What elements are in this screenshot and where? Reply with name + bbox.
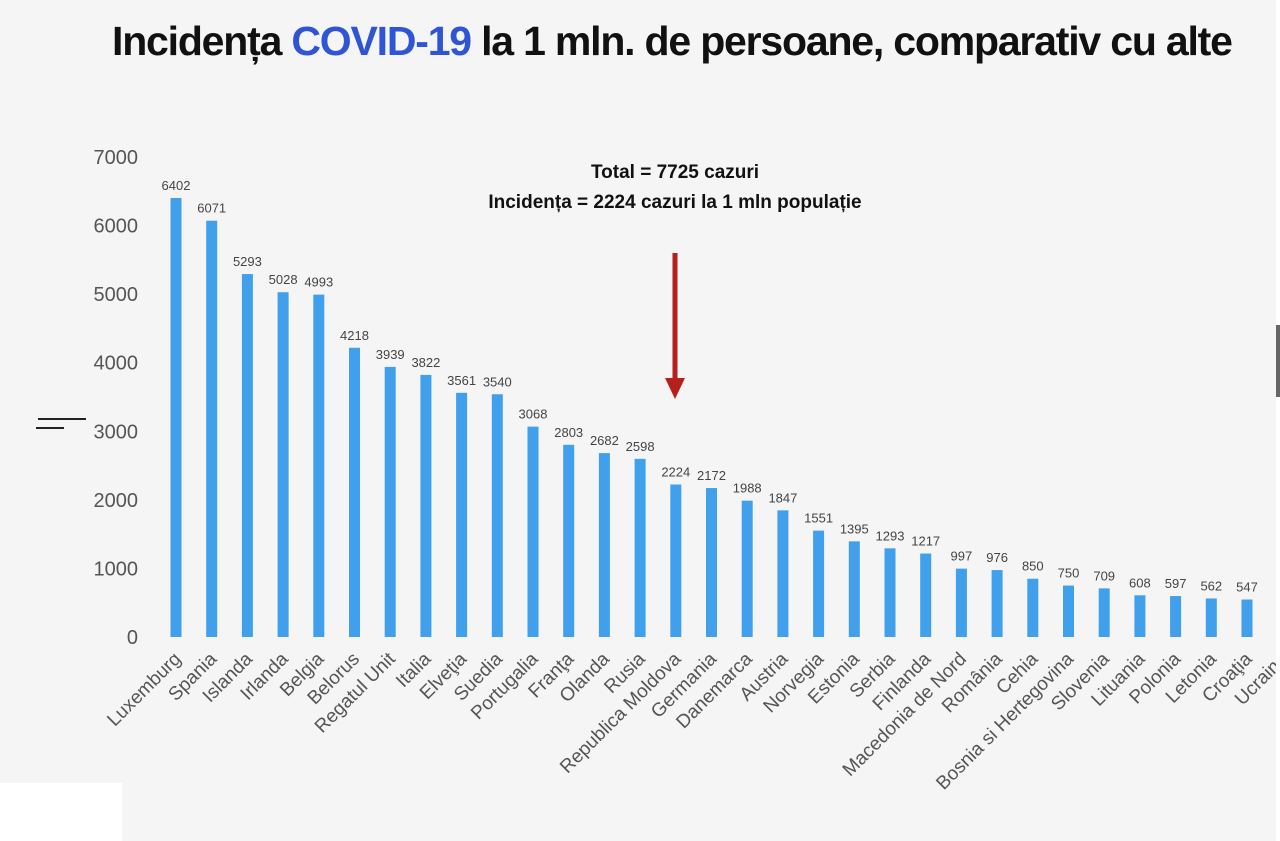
title-highlight: COVID-19	[291, 18, 472, 64]
y-tick-label: 2000	[94, 490, 139, 512]
bar	[349, 347, 360, 637]
bar	[277, 292, 289, 637]
title-prefix: Incidența	[112, 18, 282, 64]
data-label: 1395	[840, 521, 869, 536]
y-tick-label: 4000	[94, 353, 139, 375]
y-axis-ticks: 0 1000 2000 3000 4000 5000 6000 7000	[94, 147, 139, 649]
bar	[777, 510, 789, 637]
dash-mark	[36, 427, 64, 429]
data-label: 1847	[768, 490, 797, 505]
data-label: 6402	[162, 178, 191, 193]
data-label: 3939	[376, 347, 405, 362]
data-label: 3561	[447, 373, 476, 388]
bar	[170, 198, 182, 637]
data-label: 1551	[804, 511, 833, 526]
bar	[1241, 599, 1253, 637]
bar	[491, 394, 503, 637]
bar	[563, 444, 575, 637]
bar	[527, 426, 539, 637]
bar	[706, 488, 717, 637]
annotation-incidence: Incidența = 2224 cazuri la 1 mln populaț…	[488, 192, 861, 213]
data-label: 2682	[590, 433, 619, 448]
data-label: 1217	[911, 534, 940, 549]
y-tick-label: 7000	[94, 147, 139, 169]
data-label: 6071	[197, 201, 226, 216]
bar	[670, 484, 682, 637]
data-label: 2172	[697, 468, 726, 483]
data-labels: 6402 6071 5293 5028 4993 4218 3939 3822 3561 3540…	[162, 178, 1280, 596]
bars	[170, 198, 1280, 637]
bar	[1027, 578, 1039, 637]
data-label: 3540	[483, 374, 512, 389]
bar	[955, 568, 967, 637]
corner-panel	[0, 783, 122, 841]
bar	[920, 553, 932, 637]
data-label: 1293	[876, 528, 905, 543]
data-label: 4218	[340, 328, 369, 343]
data-label: 750	[1058, 566, 1080, 581]
data-label: 5293	[233, 254, 262, 269]
bar	[1134, 595, 1146, 637]
data-label: 5028	[269, 272, 298, 287]
right-edge	[1276, 0, 1280, 841]
bar	[813, 530, 825, 637]
data-label: 709	[1093, 568, 1115, 583]
scrollbar-thumb[interactable]	[1276, 325, 1280, 397]
bar	[1098, 588, 1110, 637]
data-label: 976	[986, 550, 1008, 565]
data-label: 2598	[626, 439, 655, 454]
bar	[991, 570, 1003, 637]
bar	[1170, 596, 1182, 637]
y-tick-label: 0	[127, 627, 138, 649]
bar	[456, 392, 468, 637]
annotation-total: Total = 7725 cazuri	[591, 162, 759, 183]
x-axis-labels: LuxemburgSpaniaIslandaIrlandaBelgiaBelor…	[103, 648, 1280, 794]
data-label: 850	[1022, 559, 1044, 574]
data-label: 997	[951, 549, 973, 564]
data-label: 2224	[661, 464, 690, 479]
data-label: 1988	[733, 481, 762, 496]
bar	[384, 366, 396, 637]
bar	[884, 548, 896, 637]
data-label: 562	[1200, 578, 1222, 593]
data-label: 3068	[519, 407, 548, 422]
bar	[241, 274, 253, 637]
bar	[598, 453, 610, 637]
bar	[420, 374, 432, 637]
y-tick-label: 5000	[94, 284, 139, 306]
data-label: 597	[1165, 576, 1187, 591]
chart-title: Incidența COVID-19 la 1 mln. de persoane…	[112, 18, 1233, 65]
red-arrow	[665, 253, 685, 399]
bar	[313, 294, 325, 637]
data-label: 547	[1236, 579, 1258, 594]
data-label: 2803	[554, 425, 583, 440]
bar	[1205, 598, 1217, 637]
bar	[1063, 585, 1074, 637]
bar	[848, 541, 860, 637]
data-label: 4993	[304, 275, 333, 290]
y-tick-label: 3000	[94, 421, 139, 443]
bar	[634, 458, 646, 637]
bar	[206, 220, 218, 637]
y-tick-label: 6000	[94, 216, 139, 238]
dash-mark	[38, 418, 86, 420]
data-label: 3822	[411, 355, 440, 370]
title-suffix: la 1 mln. de persoane, comparativ cu alt…	[481, 18, 1233, 64]
y-tick-label: 1000	[94, 558, 139, 580]
bar	[741, 500, 753, 637]
data-label: 608	[1129, 575, 1151, 590]
